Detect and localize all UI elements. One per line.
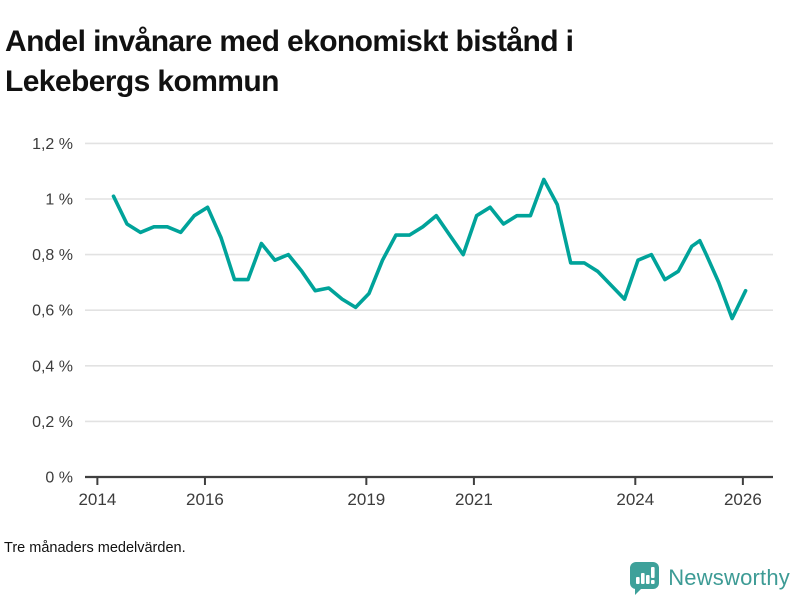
newsworthy-icon [630, 562, 660, 595]
y-tick-label: 0 % [45, 470, 73, 487]
x-tick-label: 2024 [616, 490, 654, 509]
y-tick-label: 0,4 % [32, 358, 73, 375]
chart-title-line2: Lekebergs kommun [5, 65, 279, 99]
chart-footnote: Tre månaders medelvärden. [4, 540, 186, 556]
chart-title: Andel invånare med ekonomiskt bistånd i … [5, 22, 765, 102]
x-tick-label: 2026 [724, 490, 762, 509]
y-tick-label: 0,6 % [32, 303, 73, 320]
chart-canvas: 0 %0,2 %0,4 %0,6 %0,8 %1 %1,2 %2014 2016 2… [32, 136, 773, 509]
y-tick-label: 0,2 % [32, 414, 73, 431]
y-tick-label: 1 % [45, 192, 73, 209]
y-gridlines [85, 142, 773, 423]
newsworthy-wordmark: Newsworthy [668, 565, 790, 590]
x-tick-label: 2019 [347, 490, 385, 509]
chart-title-line1: Andel invånare med ekonomiskt bistånd i [5, 25, 574, 59]
y-tick-label: 0,8 % [32, 247, 73, 264]
series-line [111, 177, 748, 321]
line-chart: 0 % 0,2 % 0,4 % 0,6 % 0,8 % 1 % 1,2 % 2014 2016 2… [0, 115, 800, 535]
x-axis-ticks: 2014 2016 2019 2021 2024 2026 [78, 477, 762, 509]
x-tick-label: 2016 [186, 490, 224, 509]
newsworthy-logo: Newsworthy [628, 560, 790, 596]
y-tick-label: 1,2 % [32, 136, 73, 153]
x-tick-label: 2014 [78, 490, 116, 509]
x-tick-label: 2021 [455, 490, 493, 509]
y-axis-labels: 0 % 0,2 % 0,4 % 0,6 % 0,8 % 1 % 1,2 % [32, 136, 73, 487]
